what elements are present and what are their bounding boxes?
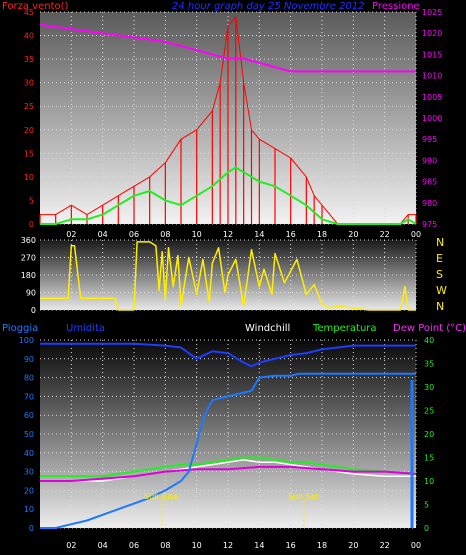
- humidity-line: [40, 342, 416, 368]
- x-tick-label: 10: [192, 230, 202, 239]
- pressure-line: [39, 23, 416, 73]
- left-tick-label: 90: [24, 355, 34, 364]
- x-tick-label: 00: [411, 230, 421, 239]
- pressure-label: Pressione: [372, 1, 420, 12]
- x-tick-label: 14: [254, 230, 264, 239]
- left-tick-label: 10: [24, 173, 34, 182]
- x-tick-label: 18: [317, 541, 327, 550]
- x-tick-label: 06: [129, 541, 139, 550]
- right-tick-label: 0: [424, 524, 429, 533]
- left-tick-label: 270: [21, 254, 36, 263]
- right-tick-label: 5: [424, 501, 429, 510]
- left-tick-label: 40: [24, 449, 34, 458]
- compass-label: S: [436, 268, 443, 281]
- left-tick-label: 0: [31, 306, 36, 315]
- left-tick-label: 20: [24, 486, 34, 495]
- left-tick-label: 0: [29, 524, 34, 533]
- compass-label: N: [436, 236, 444, 249]
- left-tick-label: 180: [21, 271, 36, 280]
- x-tick-label: 22: [380, 541, 390, 550]
- x-tick-label: 12: [223, 230, 233, 239]
- left-tick-label: 5: [29, 196, 34, 205]
- left-tick-label: 360: [21, 236, 36, 245]
- right-tick-label: 985: [422, 178, 437, 187]
- left-tick-label: 10: [24, 505, 34, 514]
- temperature-line: [40, 456, 417, 478]
- x-tick-label: 08: [160, 541, 170, 550]
- left-tick-label: 0: [29, 220, 34, 229]
- right-tick-label: 975: [422, 220, 437, 229]
- left-tick-label: 25: [24, 102, 34, 111]
- humidity-label: Umidita: [66, 323, 105, 334]
- right-tick-label: 980: [422, 199, 437, 208]
- right-tick-label: 35: [424, 360, 434, 369]
- left-tick-label: 80: [24, 374, 34, 383]
- x-tick-label: 06: [129, 230, 139, 239]
- x-tick-label: 10: [192, 541, 202, 550]
- x-tick-label: 16: [286, 541, 296, 550]
- right-tick-label: 1010: [422, 72, 442, 81]
- right-tick-label: 40: [424, 336, 434, 345]
- dewpoint-line: [40, 465, 417, 482]
- rain-line: [40, 372, 416, 529]
- left-tick-label: 15: [24, 149, 34, 158]
- right-tick-label: 990: [422, 156, 437, 165]
- sun-set-label: Sun Set: [288, 492, 319, 501]
- right-tick-label: 30: [424, 383, 434, 392]
- x-tick-label: 02: [66, 541, 76, 550]
- right-tick-label: 1015: [422, 50, 442, 59]
- data-marks: [39, 16, 417, 529]
- right-tick-label: 25: [424, 407, 434, 416]
- left-tick-label: 45: [24, 8, 34, 17]
- chart-title: 24 hour graph day 25 Novembre 2012: [172, 1, 365, 12]
- rain-label: Pioggia: [2, 323, 38, 334]
- windchill-label: Windchill: [245, 323, 290, 334]
- compass-label: E: [436, 252, 443, 265]
- left-tick-label: 40: [24, 32, 34, 41]
- wind-average-line: [40, 166, 417, 225]
- compass-label: W: [436, 284, 447, 297]
- right-tick-label: 1020: [422, 29, 442, 38]
- left-tick-label: 35: [24, 55, 34, 64]
- x-tick-label: 20: [348, 230, 358, 239]
- temperature-label: Temperatura: [312, 323, 377, 334]
- right-tick-label: 1005: [422, 93, 442, 102]
- x-tick-label: 00: [411, 541, 421, 550]
- x-tick-label: 20: [348, 541, 358, 550]
- left-tick-label: 30: [24, 79, 34, 88]
- tick-labels: 0202040406060808101012121414161618182020…: [19, 8, 447, 550]
- x-tick-label: 12: [223, 541, 233, 550]
- dewpoint-label: Dew Point (°C): [393, 323, 466, 334]
- sun-rise-label: Sun Rise: [144, 492, 179, 501]
- right-tick-label: 1000: [422, 114, 442, 123]
- left-tick-label: 30: [24, 468, 34, 477]
- x-tick-label: 02: [66, 230, 76, 239]
- left-tick-label: 60: [24, 411, 34, 420]
- left-tick-label: 50: [24, 430, 34, 439]
- left-tick-label: 90: [26, 289, 36, 298]
- right-tick-label: 995: [422, 135, 437, 144]
- right-tick-label: 10: [424, 477, 434, 486]
- right-tick-label: 15: [424, 454, 434, 463]
- x-tick-label: 16: [286, 230, 296, 239]
- x-tick-label: 08: [160, 230, 170, 239]
- wind-direction-line: [40, 241, 416, 311]
- x-tick-label: 04: [98, 541, 108, 550]
- right-tick-label: 20: [424, 430, 434, 439]
- x-tick-label: 18: [317, 230, 327, 239]
- x-tick-label: 22: [380, 230, 390, 239]
- x-tick-label: 14: [254, 541, 264, 550]
- compass-label: N: [436, 300, 444, 313]
- right-tick-label: 1025: [422, 8, 442, 17]
- wind-speed-label: Forza vento(): [2, 1, 69, 12]
- left-tick-label: 20: [24, 126, 34, 135]
- left-tick-label: 100: [19, 336, 34, 345]
- x-tick-label: 04: [98, 230, 108, 239]
- left-tick-label: 70: [24, 392, 34, 401]
